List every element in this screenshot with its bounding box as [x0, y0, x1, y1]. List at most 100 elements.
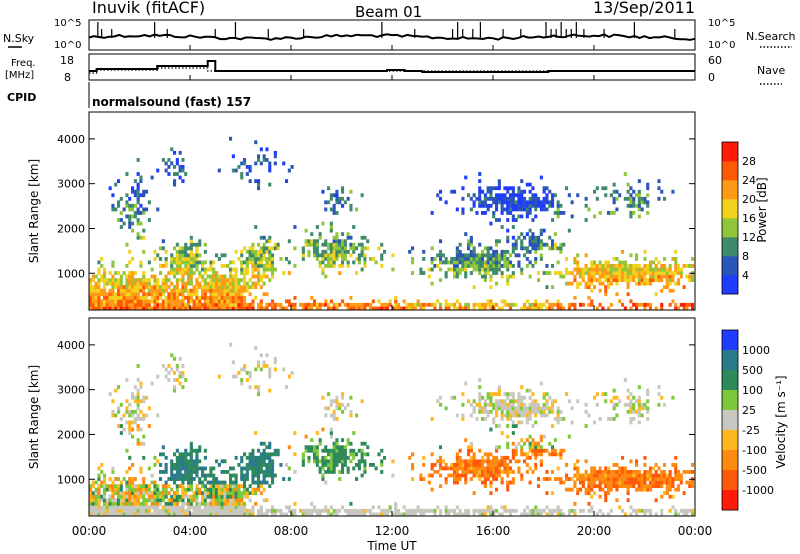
- power-cell: [189, 253, 193, 258]
- power-cell: [119, 274, 123, 279]
- velocity-cell: [615, 463, 619, 467]
- power-cell: [243, 246, 247, 251]
- time-tick-label: 16:00: [476, 524, 511, 538]
- velocity-cell: [164, 484, 168, 489]
- velocity-cell: [635, 459, 639, 464]
- velocity-cell: [562, 512, 566, 517]
- velocity-cell: [265, 508, 269, 513]
- velocity-cell: [615, 480, 619, 485]
- velocity-cell: [262, 364, 266, 368]
- velocity-cell: [665, 491, 669, 496]
- velocity-cell: [178, 498, 182, 503]
- velocity-cell: [245, 463, 249, 467]
- velocity-cell: [198, 480, 202, 485]
- power-cell: [391, 253, 395, 258]
- power-cell: [523, 302, 527, 307]
- power-cell: [89, 299, 93, 304]
- velocity-cell: [660, 473, 664, 478]
- power-cell: [94, 281, 98, 286]
- power-cell: [609, 302, 613, 307]
- power-cell: [217, 292, 221, 297]
- velocity-cell: [301, 512, 305, 517]
- date-title: 13/Sep/2011: [593, 0, 695, 17]
- power-cell: [332, 207, 336, 212]
- velocity-cell: [133, 385, 137, 390]
- power-cell: [523, 246, 527, 251]
- velocity-cell: [178, 473, 182, 478]
- power-cell: [489, 299, 493, 304]
- velocity-cell: [475, 402, 479, 407]
- power-cell: [660, 274, 664, 279]
- velocity-cell: [234, 374, 238, 379]
- power-cell: [514, 253, 518, 258]
- velocity-cell: [450, 508, 454, 513]
- power-cell: [114, 285, 118, 290]
- velocity-cell: [329, 402, 333, 407]
- velocity-cell: [660, 480, 664, 485]
- velocity-cell: [248, 374, 252, 379]
- power-cell: [360, 249, 364, 254]
- power-cell: [240, 299, 244, 304]
- velocity-cell: [534, 409, 538, 414]
- power-cell: [248, 285, 252, 290]
- power-cell: [119, 278, 123, 283]
- velocity-cell: [164, 463, 168, 467]
- velocity-cell: [660, 494, 664, 499]
- power-cell: [108, 278, 112, 283]
- velocity-cell: [122, 508, 126, 513]
- velocity-cell: [567, 508, 571, 513]
- velocity-cell: [531, 470, 535, 474]
- power-cell: [514, 193, 518, 198]
- power-cell: [542, 271, 546, 275]
- velocity-cell: [679, 480, 683, 485]
- power-cell: [632, 211, 636, 215]
- power-cell: [89, 288, 93, 293]
- power-cell: [156, 295, 160, 300]
- velocity-cell: [598, 477, 602, 481]
- velocity-cell: [500, 470, 504, 474]
- power-cell: [472, 246, 476, 251]
- power-cell: [383, 306, 387, 311]
- velocity-cell: [604, 498, 608, 503]
- power-cell: [215, 285, 219, 290]
- power-cell: [119, 288, 123, 293]
- velocity-cell: [632, 473, 636, 478]
- power-cell: [663, 271, 667, 275]
- power-cell: [203, 292, 207, 297]
- velocity-cell: [243, 477, 247, 481]
- power-cell: [682, 264, 686, 268]
- power-cell: [133, 203, 137, 208]
- velocity-cell: [343, 445, 347, 450]
- power-cell: [125, 200, 129, 205]
- power-cell: [159, 288, 163, 293]
- velocity-cell: [436, 399, 440, 404]
- velocity-cell: [562, 480, 566, 485]
- power-cell: [621, 278, 625, 283]
- power-cell: [660, 302, 664, 307]
- power-cell: [663, 264, 667, 268]
- nave-label: Nave: [757, 64, 785, 77]
- velocity-cell: [299, 508, 303, 513]
- velocity-cell: [111, 491, 115, 496]
- power-cell: [156, 278, 160, 283]
- power-cell: [215, 288, 219, 293]
- power-cell: [108, 288, 112, 293]
- power-cell: [329, 221, 333, 226]
- velocity-cell: [307, 455, 311, 460]
- velocity-cell: [119, 417, 123, 421]
- power-cell: [497, 264, 501, 268]
- time-tick-label: 12:00: [375, 524, 410, 538]
- velocity-cell: [223, 498, 227, 503]
- power-cell: [195, 302, 199, 307]
- power-cell: [469, 239, 473, 244]
- velocity-cell: [520, 438, 524, 443]
- velocity-cell: [595, 484, 599, 489]
- power-cell: [321, 302, 325, 307]
- power-cell: [324, 257, 328, 261]
- velocity-cell: [273, 448, 277, 453]
- power-cell: [273, 150, 277, 155]
- velocity-cell: [607, 473, 611, 478]
- power-cell: [486, 246, 490, 251]
- velocity-cell: [486, 395, 490, 400]
- velocity-cell: [430, 417, 434, 421]
